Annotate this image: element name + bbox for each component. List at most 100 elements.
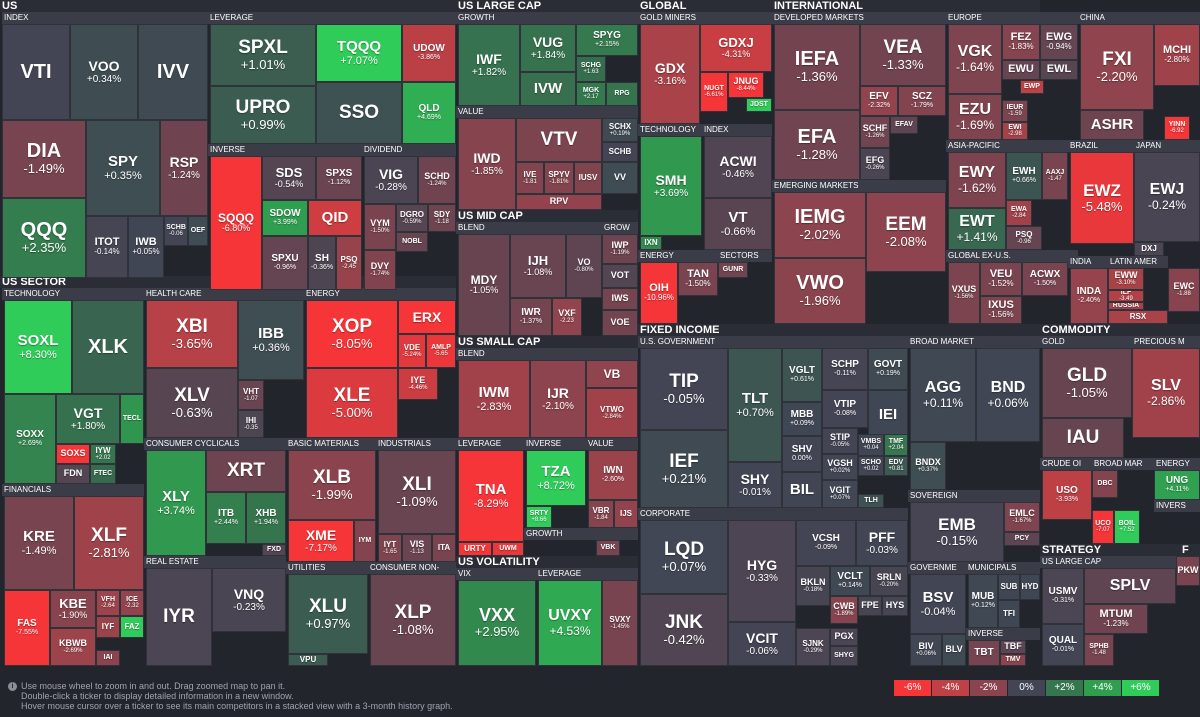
ticker-tile[interactable]: VYM -1.50% <box>364 204 396 250</box>
ticker-tile[interactable]: SHV 0.00% <box>782 436 822 472</box>
ticker-tile[interactable]: VXUS -1.56% <box>948 262 980 324</box>
ticker-tile[interactable]: PFF -0.03% <box>856 520 908 566</box>
ticker-tile[interactable]: VIS -1.13 <box>402 534 432 562</box>
ticker-tile[interactable]: TBT <box>968 640 1000 666</box>
ticker-tile[interactable]: SLV -2.86% <box>1132 348 1200 438</box>
ticker-tile[interactable]: ICE -2.32 <box>120 590 144 616</box>
ticker-tile[interactable]: YINN -6.92 <box>1164 116 1190 140</box>
ticker-tile[interactable]: MDY -1.05% <box>458 234 510 336</box>
ticker-tile[interactable]: RPV <box>516 194 602 210</box>
ticker-tile[interactable]: SCHO +0.02 <box>858 456 884 476</box>
ticker-tile[interactable]: SPXU -0.96% <box>262 236 308 290</box>
ticker-tile[interactable]: XLB -1.99% <box>288 450 376 520</box>
ticker-tile[interactable]: TLT +0.70% <box>728 348 782 462</box>
ticker-tile[interactable]: GOVT +0.19% <box>868 348 908 390</box>
ticker-tile[interactable]: VUG +1.84% <box>520 24 576 72</box>
ticker-tile[interactable]: VGIT +0.07% <box>822 480 858 508</box>
ticker-tile[interactable]: IWS <box>602 288 638 310</box>
ticker-tile[interactable]: VTV <box>516 118 602 162</box>
ticker-tile[interactable]: GDX -3.16% <box>640 24 700 124</box>
ticker-tile[interactable]: IAI <box>96 650 120 666</box>
ticker-tile[interactable]: UDOW -3.86% <box>402 24 456 82</box>
ticker-tile[interactable]: SPXL +1.01% <box>210 24 316 86</box>
ticker-tile[interactable]: ERX <box>398 300 456 334</box>
ticker-tile[interactable]: RSX <box>1108 310 1168 324</box>
ticker-tile[interactable]: DBC <box>1092 470 1118 498</box>
ticker-tile[interactable]: FPE <box>858 596 882 616</box>
ticker-tile[interactable]: TMV <box>1000 654 1026 666</box>
ticker-tile[interactable]: PSQ -2.45 <box>336 236 362 290</box>
ticker-tile[interactable]: SHY -0.01% <box>728 462 782 508</box>
ticker-tile[interactable]: SUB <box>998 574 1020 600</box>
ticker-tile[interactable]: SOXL +8.30% <box>4 300 72 394</box>
ticker-tile[interactable]: QLD +4.69% <box>402 82 456 144</box>
ticker-tile[interactable]: IWR -1.37% <box>510 298 552 336</box>
ticker-tile[interactable]: VEA -1.33% <box>860 24 946 86</box>
ticker-tile[interactable]: EWY -1.62% <box>948 152 1006 208</box>
ticker-tile[interactable]: IEF +0.21% <box>640 430 728 508</box>
ticker-tile[interactable]: SRTY +8.66 <box>526 506 552 528</box>
ticker-tile[interactable]: QID <box>308 200 362 236</box>
ticker-tile[interactable]: VCSH -0.09% <box>796 520 856 566</box>
ticker-tile[interactable]: EWJ -0.24% <box>1134 152 1200 242</box>
ticker-tile[interactable]: QQQ +2.35% <box>2 198 86 278</box>
ticker-tile[interactable]: SPLV <box>1084 568 1176 604</box>
ticker-tile[interactable]: BNDX +0.37% <box>910 442 946 490</box>
ticker-tile[interactable]: FXD <box>262 544 286 556</box>
ticker-tile[interactable]: SCHB -0.06 <box>164 216 188 246</box>
ticker-tile[interactable]: TECL <box>120 394 144 444</box>
ticker-tile[interactable]: IUSV <box>574 162 602 194</box>
ticker-tile[interactable]: JNK -0.42% <box>640 594 728 666</box>
ticker-tile[interactable]: EWH +0.66% <box>1006 152 1042 200</box>
ticker-tile[interactable]: SCHP -0.11% <box>822 348 868 390</box>
ticker-tile[interactable]: UVXY +4.53% <box>538 580 602 666</box>
ticker-tile[interactable]: XLV -0.63% <box>146 368 238 438</box>
ticker-tile[interactable]: IJS <box>614 500 638 528</box>
ticker-tile[interactable]: SDY -1.18 <box>428 204 456 232</box>
ticker-tile[interactable]: OEF <box>188 216 208 246</box>
ticker-tile[interactable]: SPYV -1.81% <box>544 162 574 194</box>
ticker-tile[interactable]: BLV <box>942 634 966 666</box>
ticker-tile[interactable]: AGG +0.11% <box>910 348 976 442</box>
ticker-tile[interactable]: SMH +3.69% <box>640 136 702 236</box>
ticker-tile[interactable]: SPYG +2.15% <box>576 24 638 56</box>
ticker-tile[interactable]: VOE <box>602 310 638 336</box>
ticker-tile[interactable]: VHT -1.07 <box>238 380 264 410</box>
ticker-tile[interactable]: SHYG <box>830 646 858 666</box>
ticker-tile[interactable]: SCHX +0.19% <box>602 118 638 142</box>
ticker-tile[interactable]: XRT <box>206 450 286 492</box>
ticker-tile[interactable]: MUB +0.12% <box>968 574 998 628</box>
ticker-tile[interactable]: FAS -7.55% <box>4 590 50 666</box>
ticker-tile[interactable]: SRLN -0.20% <box>870 566 908 596</box>
ticker-tile[interactable]: JDST <box>746 98 772 112</box>
ticker-tile[interactable]: XLK <box>72 300 144 394</box>
ticker-tile[interactable]: VEU -1.52% <box>980 262 1022 296</box>
ticker-tile[interactable]: IYF <box>96 616 120 638</box>
ticker-tile[interactable]: VMBS +0.04 <box>858 434 884 456</box>
ticker-tile[interactable]: XME -7.17% <box>288 520 354 562</box>
ticker-tile[interactable]: SCHB <box>602 142 638 162</box>
ticker-tile[interactable]: IEUR -1.59 <box>1002 100 1028 122</box>
ticker-tile[interactable]: MGK +2.17 <box>576 82 606 106</box>
ticker-tile[interactable]: UCO -7.07 <box>1092 510 1114 544</box>
ticker-tile[interactable]: USMV -0.31% <box>1042 568 1084 624</box>
ticker-tile[interactable]: BIV +0.06% <box>910 634 942 666</box>
ticker-tile[interactable]: SCHF -1.26% <box>860 116 890 148</box>
ticker-tile[interactable]: CWB -1.89% <box>830 596 858 624</box>
ticker-tile[interactable]: VTIP -0.08% <box>822 390 868 428</box>
ticker-tile[interactable]: TMF +2.04 <box>884 434 908 456</box>
ticker-tile[interactable]: PCY <box>1004 532 1040 546</box>
ticker-tile[interactable]: KRE -1.49% <box>4 496 74 590</box>
ticker-tile[interactable]: VNQ -0.23% <box>212 568 286 632</box>
ticker-tile[interactable]: QUAL -0.01% <box>1042 624 1084 666</box>
ticker-tile[interactable]: SDS -0.54% <box>262 156 316 200</box>
ticker-tile[interactable]: SOXS <box>56 444 90 464</box>
ticker-tile[interactable]: SQQQ -6.80% <box>210 156 262 290</box>
ticker-tile[interactable]: VBR -1.84 <box>588 500 614 528</box>
ticker-tile[interactable]: OIH -10.96% <box>640 262 678 324</box>
ticker-tile[interactable]: KBWB -2.69% <box>50 628 96 666</box>
ticker-tile[interactable]: VBK <box>596 540 620 556</box>
ticker-tile[interactable]: VCLT +0.14% <box>830 566 870 596</box>
ticker-tile[interactable]: IWP -1.19% <box>602 234 638 264</box>
ticker-tile[interactable]: FXI -2.20% <box>1080 24 1154 110</box>
